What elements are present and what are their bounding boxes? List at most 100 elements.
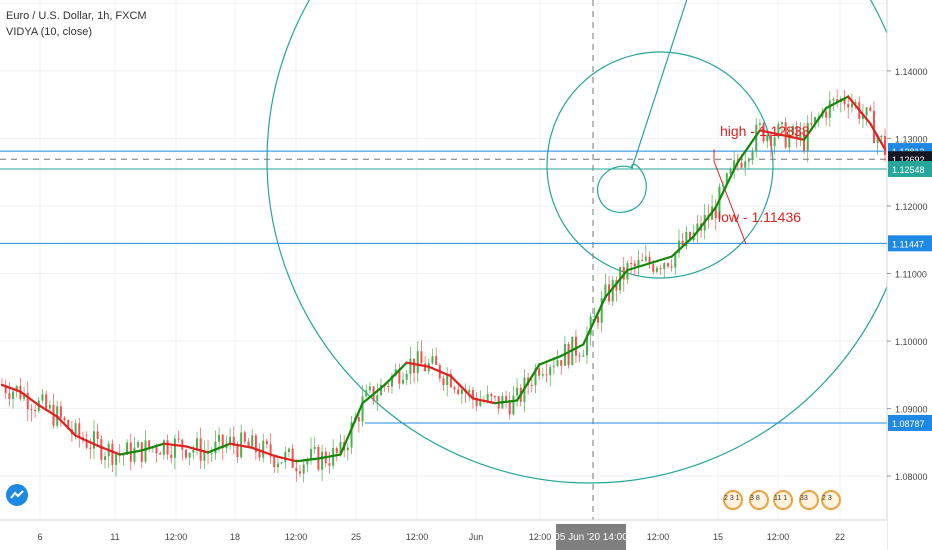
event-flag-count: 3 8 [750,495,760,502]
vidya-segment [354,410,360,422]
event-flag-icon[interactable]: 2 3 [820,489,842,515]
level-1-11447-label: 1.11447 [892,239,924,249]
candle-body [512,395,515,415]
candle-body [751,151,754,160]
annotations[interactable]: high - 1.12838 low - 1.11436 [718,123,810,225]
candle-body [663,263,666,269]
candle-body [431,356,434,364]
candle-body [173,438,176,458]
vidya-segment [350,419,357,430]
price-tick-label: 1.14000 [895,67,928,77]
vidya-segment [515,393,522,402]
level-1-11447-label-bg [888,235,932,252]
candle-body [861,115,864,119]
candle-body [339,442,342,453]
candle-body [446,373,449,385]
candle-body [718,186,721,219]
symbol-title[interactable]: Euro / U.S. Dollar, 1h, FXCM [6,10,147,22]
event-flag-icon[interactable]: 33 [798,489,820,515]
vidya-segment [733,160,739,171]
price-tick-label: 1.13000 [895,134,928,144]
candle-body [74,423,77,435]
event-flag-icon[interactable]: 3 8 [748,489,770,515]
vidya-segment [729,168,736,179]
low-annotation[interactable]: low - 1.11436 [718,209,801,225]
candle-body [420,351,423,364]
candle-body [328,463,331,466]
tradingview-logo-icon[interactable] [6,484,28,506]
candle-body [26,392,29,410]
candle-body [825,111,828,118]
candle-body [243,432,246,442]
vidya-segment [339,444,346,456]
candle-body [585,334,588,356]
candle-body [262,440,265,458]
candle-body [96,431,99,440]
candle-body [23,392,26,399]
price-tick-label: 1.12000 [895,202,928,212]
event-flag-icon[interactable]: 2 3 1 [722,489,744,515]
candle-body [435,356,438,365]
candle-body [792,126,795,135]
candle-body [854,102,857,104]
candle-body [210,453,213,455]
candle-body [409,358,412,374]
candle-body [284,452,287,463]
candle-body [453,387,456,390]
candle-body [560,360,563,366]
candle-body [795,126,798,138]
candle-body [637,259,640,267]
candle-body [648,256,651,265]
candle-body [78,423,81,438]
candle-body [41,394,44,401]
candle-body [313,446,316,449]
candle-body [600,298,603,323]
projection-line [713,161,747,245]
candle-body [8,393,11,400]
drawings[interactable] [0,0,914,520]
vidya-segment [589,319,596,330]
last-price-label: 1.12692 [892,155,925,165]
candle-body [593,316,596,318]
candle-body [357,417,360,422]
candle-body [376,395,379,401]
candle-body [762,123,765,142]
level-1-08787-label-bg [888,414,932,431]
candle-body [494,396,497,398]
candle-body [766,134,769,142]
time-tick-label: 18 [230,532,240,542]
candle-body [773,137,776,147]
time-tick-label: 22 [835,532,845,542]
candle-body [236,445,239,458]
event-flag-icon[interactable]: 11 1 [772,489,794,515]
high-annotation[interactable]: high - 1.12838 [720,123,810,139]
time-scale-bg [0,520,887,550]
candle-body [287,448,290,453]
candle-body [549,367,552,376]
price-scale[interactable]: 1.14000 1.13000 1.12000 1.11000 1.10000 1.090… [886,0,932,550]
candle-body [655,268,658,272]
time-scale[interactable]: 6 11 12:00 18 12:00 25 12:00 Jun 12:00 12:00 15 12:… [0,519,887,550]
candle-body [63,417,66,421]
candle-body [747,159,750,162]
indicator-title[interactable]: VIDYA (10, close) [6,26,92,38]
candle-body [541,374,544,376]
vidya-segment [880,141,887,151]
candle-body [449,373,452,388]
candle-body [843,98,846,105]
candle-body [530,384,533,386]
candles [1,89,886,483]
time-tick-label: 12:00 [529,532,552,542]
candle-body [140,442,143,462]
candle-body [276,463,279,468]
candle-body [630,263,633,265]
candle-body [346,447,349,451]
candle-body [195,438,198,451]
candle-body [402,379,405,384]
candle-body [221,434,224,449]
candle-body [505,396,508,402]
candle-body [659,268,662,270]
candle-body [45,394,48,409]
vidya-segment [872,128,879,138]
